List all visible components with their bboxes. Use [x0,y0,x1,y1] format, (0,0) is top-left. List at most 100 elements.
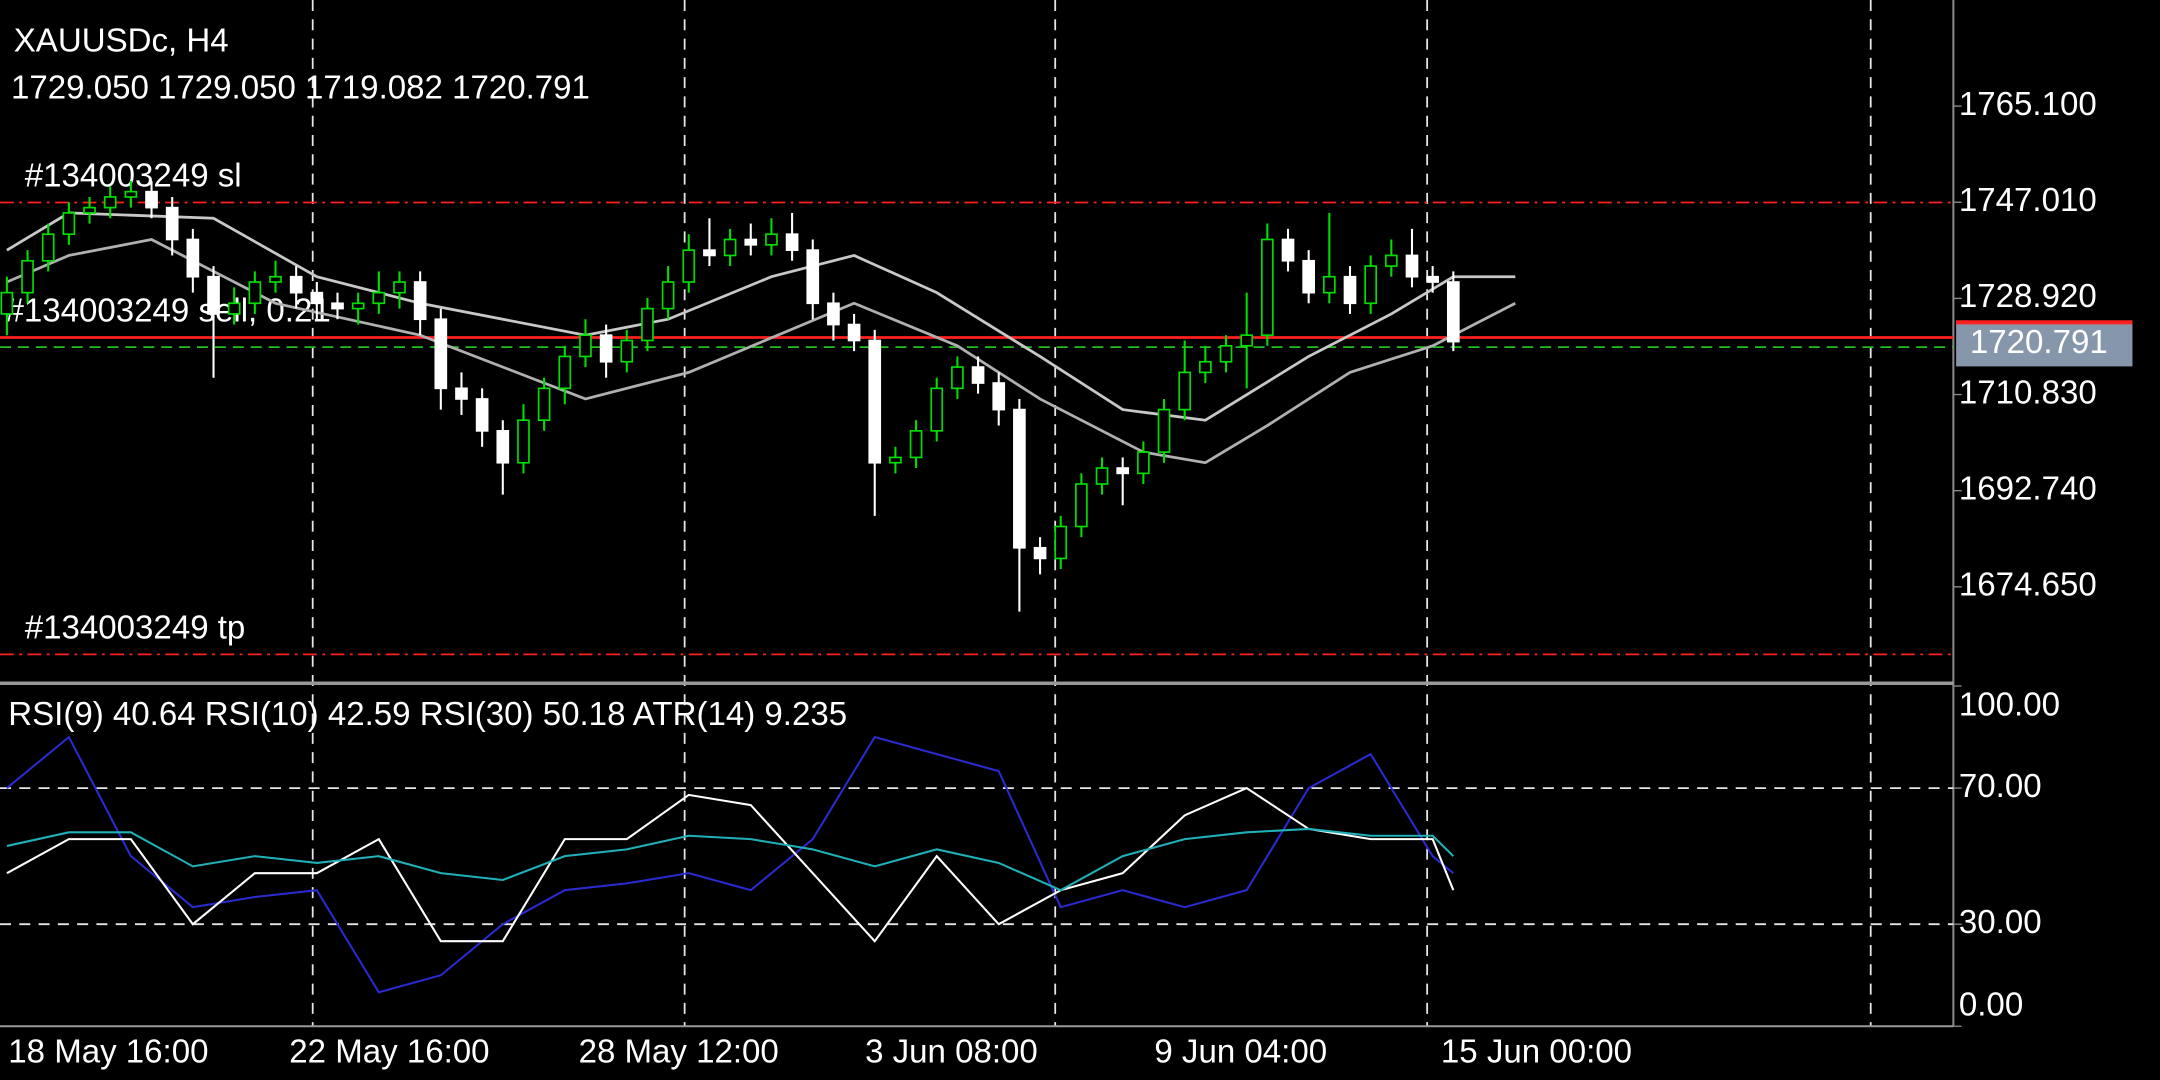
candle-body [496,430,510,464]
candle-body [806,249,820,305]
candle-body [1323,275,1336,294]
time-label: 22 May 16:00 [289,1034,489,1071]
candle-body [1157,408,1171,453]
ohlc-label: 1729.050 1729.050 1719.082 1720.791 [11,69,590,106]
candle-body [744,238,758,246]
candle-body [1261,238,1274,337]
candle-body [1178,371,1192,411]
candle-body [413,281,427,321]
indicator-label: RSI(9) 40.64 RSI(10) 42.59 RSI(30) 50.18… [8,696,847,733]
candle-body [971,366,985,384]
candle-body [661,281,675,310]
candle-body [930,387,944,432]
time-label: 9 Jun 04:00 [1154,1034,1327,1071]
candle-body [1054,525,1068,560]
time-label: 18 May 16:00 [8,1034,208,1071]
candle-body [1446,281,1460,343]
candle-body [703,249,716,257]
candle-body [248,281,262,305]
current-price-label: 1720.791 [1970,324,2108,361]
candle-body [1199,360,1212,374]
order-label: #134003249 tp [25,609,246,646]
candle-body [1116,467,1130,475]
candle-body [1302,259,1316,294]
candle-body [393,281,406,294]
candle-body [827,302,840,326]
candle-body [1075,483,1088,528]
period-separators [311,0,1872,1027]
candle-body [372,291,386,305]
candle-body [641,307,654,342]
candle-body [1281,238,1295,262]
candle-body [909,430,923,459]
candle-body [41,233,55,262]
candle-body [1033,546,1047,560]
candle-body [1219,344,1233,363]
candle-body [992,382,1006,411]
indicator-line [6,827,1455,892]
candle-body [455,387,468,400]
price-tick-label: 1674.650 [1959,567,2097,604]
candle-body [83,206,96,214]
candle-body [579,334,592,358]
candle-body [62,212,76,236]
candle-body [889,456,902,464]
candle-body [0,291,14,315]
price-tick-label: 1765.100 [1959,86,2097,123]
candle-body [1013,408,1026,549]
time-label: 28 May 12:00 [579,1034,779,1071]
candle-body [351,302,365,310]
candle-body [682,249,696,283]
candle-body [1095,467,1109,485]
moving-average [6,211,1516,422]
candle-body [186,238,200,278]
candle-body [599,334,613,363]
indicator-tick-label: 100.00 [1959,686,2060,723]
candle-body [1137,451,1150,475]
indicator-line [6,786,1455,943]
candle-body [1240,334,1254,347]
candle-body [847,323,861,342]
candle-body [227,302,241,315]
candle-body [145,190,158,209]
indicator-line [6,735,1454,994]
candle-body [537,387,551,422]
candle-body [1343,275,1357,305]
candle-body [331,302,344,310]
candle-body [207,275,220,315]
price-box [1956,320,2133,367]
indicator-tick-label: 30.00 [1959,904,2042,941]
time-label: 3 Jun 08:00 [865,1034,1038,1071]
candle-body [517,419,530,464]
candle-body [289,275,303,294]
candle-body [269,275,282,283]
candle-body [124,190,138,198]
order-label: #134003249 sell, 0.21 [6,292,331,329]
candle-body [21,259,34,294]
indicator-tick-label: 0.00 [1959,987,2023,1024]
candle-body [723,238,737,257]
candle-body [620,339,634,363]
candle-body [558,355,572,390]
price-tick-label: 1710.830 [1959,374,2097,411]
candle-body [103,196,117,209]
candle-body [1426,275,1439,283]
symbol-title: XAUUSDc, H4 [14,22,229,59]
time-label: 15 Jun 00:00 [1441,1034,1632,1071]
candle-body [868,339,882,464]
price-tick-label: 1747.010 [1959,182,2097,219]
candle-body [165,206,179,241]
price-tick-label: 1728.920 [1959,278,2097,315]
candle-body [1405,254,1419,278]
candle-body [951,366,964,390]
candle-body [434,318,448,390]
price-tick-label: 1692.740 [1959,470,2097,507]
order-label: #134003249 sl [25,157,242,194]
candle-body [1384,254,1398,267]
candle-body [310,291,324,305]
candle-body [785,233,799,251]
candle-body [1364,265,1378,305]
